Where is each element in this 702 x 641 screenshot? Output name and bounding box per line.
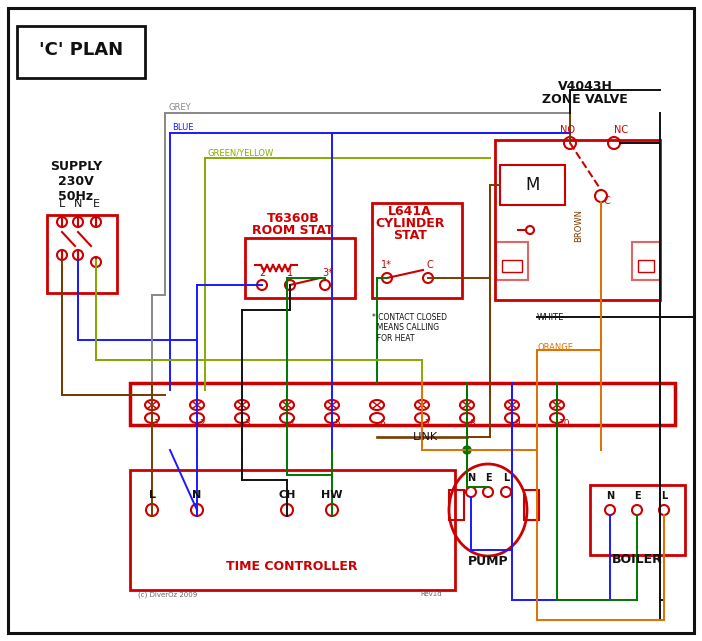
Text: 10: 10 [559,419,571,428]
Text: NC: NC [614,125,628,135]
Text: N: N [467,473,475,483]
Text: 2: 2 [199,419,204,428]
Text: 3: 3 [244,419,250,428]
Text: (c) DiverOz 2009: (c) DiverOz 2009 [138,591,197,597]
Text: N: N [74,199,82,209]
Text: 1: 1 [154,419,160,428]
Text: C: C [604,196,611,206]
Text: 5: 5 [334,419,340,428]
Text: 'C' PLAN: 'C' PLAN [39,41,123,59]
Text: V4043H: V4043H [557,80,612,93]
Text: L: L [503,473,509,483]
Text: 1: 1 [287,268,293,278]
Text: BOILER: BOILER [611,553,663,566]
Text: 9: 9 [514,419,519,428]
Text: LINK: LINK [413,432,437,442]
Text: BLUE: BLUE [172,123,194,132]
Text: ZONE VALVE: ZONE VALVE [542,93,628,106]
Text: NO: NO [560,125,575,135]
Text: 1*: 1* [380,260,392,270]
Text: T6360B: T6360B [267,212,319,225]
Text: 7: 7 [424,419,430,428]
Text: 6: 6 [379,419,385,428]
Text: CYLINDER: CYLINDER [376,217,444,230]
Text: L641A: L641A [388,205,432,218]
Text: STAT: STAT [393,229,427,242]
Text: CH: CH [278,490,296,500]
Text: E: E [93,199,100,209]
Text: * CONTACT CLOSED
  MEANS CALLING
  FOR HEAT: * CONTACT CLOSED MEANS CALLING FOR HEAT [372,313,447,343]
Text: GREY: GREY [168,103,191,112]
Text: GREEN/YELLOW: GREEN/YELLOW [207,148,273,157]
Text: E: E [484,473,491,483]
Text: 4: 4 [289,419,295,428]
Text: Rev1d: Rev1d [420,591,442,597]
Text: 8: 8 [469,419,475,428]
Text: N: N [606,491,614,501]
Text: C: C [427,260,433,270]
Text: N: N [192,490,201,500]
Text: M: M [526,176,540,194]
Text: L: L [661,491,667,501]
Text: L: L [149,490,156,500]
Text: 3*: 3* [322,268,333,278]
Text: TIME CONTROLLER: TIME CONTROLLER [226,560,358,573]
Text: ROOM STAT: ROOM STAT [252,224,333,237]
Text: WHITE: WHITE [537,313,564,322]
Text: L: L [59,199,65,209]
Text: 2: 2 [259,268,265,278]
Text: SUPPLY
230V
50Hz: SUPPLY 230V 50Hz [50,160,102,203]
Text: E: E [634,491,640,501]
Text: PUMP: PUMP [468,555,508,568]
Text: ORANGE: ORANGE [537,343,573,352]
Text: HW: HW [322,490,343,500]
Text: BROWN: BROWN [574,209,583,242]
Circle shape [463,446,471,454]
